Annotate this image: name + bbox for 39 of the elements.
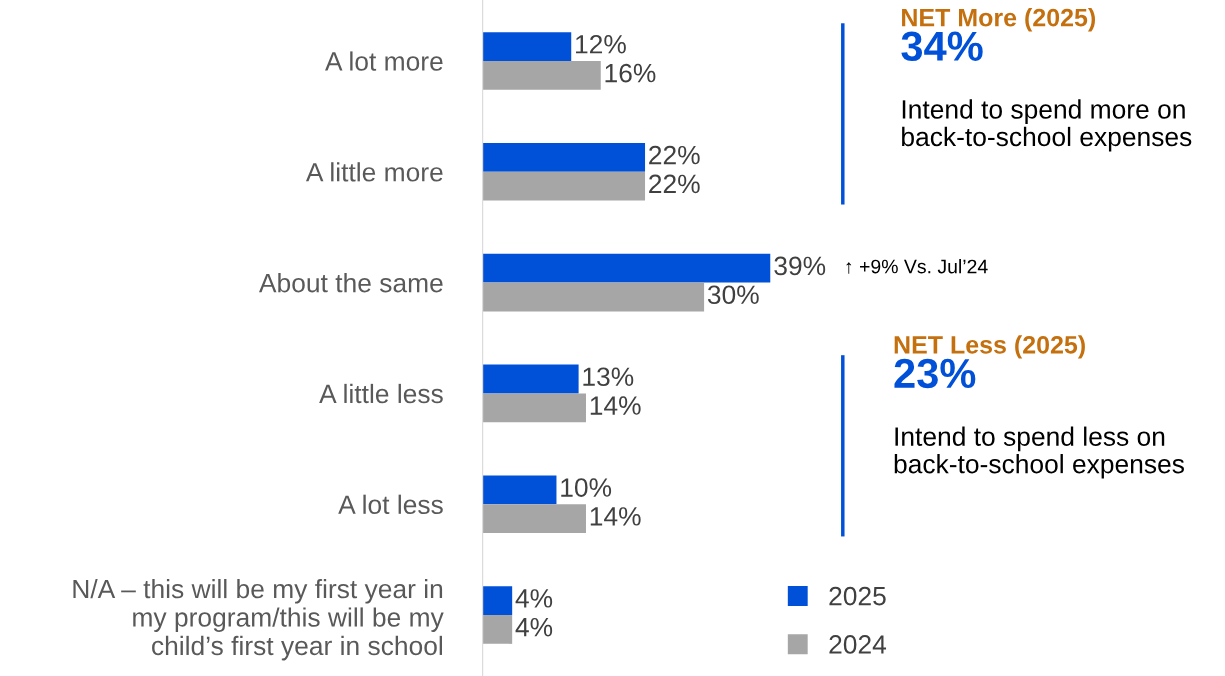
data-label: 16%	[605, 63, 656, 83]
text: 23%	[894, 358, 976, 389]
text: ↑ +9% Vs. Jul’24	[846, 259, 988, 274]
y-tick-label: A little less	[319, 383, 443, 404]
data-label: 22%	[649, 145, 700, 165]
bar	[482, 615, 513, 644]
data-label: 4%	[515, 589, 553, 608]
data-label: 13%	[583, 367, 634, 387]
bar	[482, 142, 646, 172]
y-tick-label: A little more	[305, 162, 443, 182]
y-tick-label: A lot less	[338, 494, 443, 515]
legend-label: 2025	[829, 586, 886, 606]
data-label: 12%	[576, 34, 626, 54]
data-label: 14%	[590, 507, 641, 526]
bar	[482, 171, 646, 201]
data-label: 14%	[590, 396, 641, 415]
legend-label: 2024	[829, 635, 887, 654]
data-label: 4%	[515, 617, 553, 637]
text: NET Less (2025)	[894, 335, 1085, 359]
y-tick-label: A lot more	[325, 51, 443, 71]
data-label: 30%	[707, 285, 759, 305]
y-tick-label: About the same	[258, 273, 443, 293]
bar	[482, 253, 771, 283]
bar	[482, 364, 579, 394]
data-label: 10%	[561, 478, 612, 497]
bar	[482, 504, 586, 534]
text: Intend to spend less on back-to-school expenses	[894, 426, 1184, 479]
bar	[482, 32, 572, 61]
data-label: 39%	[774, 256, 826, 276]
text: 34%	[901, 31, 983, 62]
bar	[482, 60, 601, 90]
bar	[482, 475, 557, 505]
bar	[482, 586, 513, 616]
y-tick-label: N/A – this will be my first year in my program/this will be my child’s first year in school	[73, 578, 444, 661]
bar	[482, 282, 705, 312]
text: NET More (2025)	[902, 8, 1096, 32]
bar	[482, 393, 586, 423]
text: Intend to spend more on back-to-school expenses	[902, 99, 1192, 152]
data-label: 22%	[649, 174, 700, 194]
